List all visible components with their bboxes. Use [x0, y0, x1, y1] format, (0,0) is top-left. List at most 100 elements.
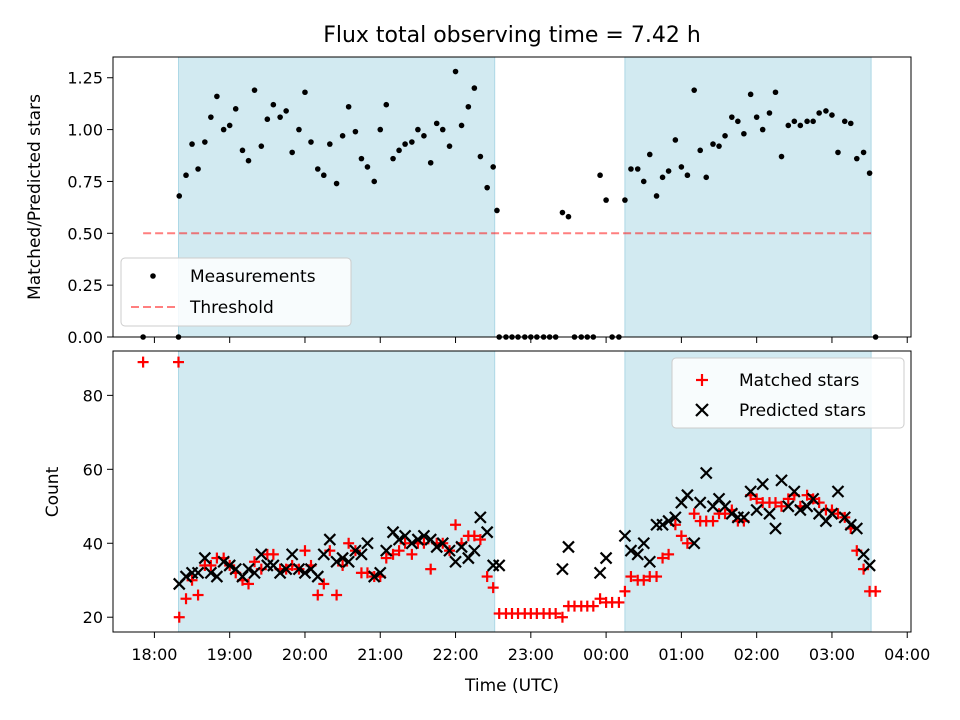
- bottom-legend-box: [671, 357, 905, 429]
- x-axis-label: Time (UTC): [464, 676, 559, 696]
- predicted-point: [179, 570, 193, 583]
- measurement-point: [797, 122, 804, 129]
- measurement-point: [377, 126, 384, 133]
- measurement-point: [264, 116, 271, 123]
- measurement-point: [183, 172, 189, 179]
- measurement-point: [766, 110, 773, 116]
- x-tick-label: 22:00: [432, 645, 478, 664]
- predicted-point: [831, 485, 845, 498]
- matched-point: [681, 537, 693, 549]
- measurement-point: [747, 91, 754, 98]
- predicted-point: [844, 518, 858, 532]
- measurement-point: [358, 155, 365, 162]
- measurement-point: [622, 197, 628, 203]
- predicted-point: [455, 540, 468, 554]
- matched-point: [782, 493, 794, 505]
- measurement-point: [195, 166, 201, 172]
- measurement-point: [753, 114, 760, 120]
- measurement-point: [214, 93, 220, 100]
- x-tick-label: 18:00: [131, 645, 177, 664]
- predicted-point: [255, 548, 268, 561]
- predicted-point: [279, 562, 293, 576]
- predicted-point: [311, 570, 325, 583]
- matched-point: [675, 530, 687, 542]
- measurement-point: [189, 141, 195, 147]
- measurement-point: [427, 159, 434, 166]
- top-legend-box: [120, 257, 352, 327]
- measurement-point: [402, 141, 408, 147]
- threshold-legend-label: Threshold: [189, 298, 274, 318]
- measurements-legend-marker: [150, 273, 156, 279]
- measurement-point: [847, 120, 854, 127]
- matched-point: [468, 530, 480, 542]
- predicted-point: [782, 500, 795, 513]
- x-tick-label: 02:00: [734, 645, 780, 664]
- predicted-point: [756, 477, 769, 491]
- measurement-point: [603, 197, 609, 203]
- matched-point: [776, 500, 788, 512]
- predicted-point: [744, 485, 757, 498]
- measurement-point: [270, 101, 277, 108]
- matched-point: [688, 508, 700, 520]
- measurement-point: [390, 155, 396, 162]
- measurement-point: [220, 126, 227, 133]
- top-plot-frame: [112, 56, 912, 338]
- predicted-stars-series: [172, 466, 876, 591]
- y-tick-label: 1.25: [67, 69, 103, 88]
- measurement-point: [778, 153, 785, 160]
- measurement-point: [458, 122, 465, 129]
- measurement-point: [665, 168, 672, 174]
- measurements-legend-label: Measurements: [190, 267, 316, 287]
- measurement-point: [251, 87, 258, 93]
- measurement-point: [722, 133, 728, 139]
- y-tick-label: 0.25: [67, 276, 103, 295]
- matched-point: [613, 596, 625, 608]
- predicted-point: [373, 566, 387, 580]
- y-tick-label: 40: [83, 534, 103, 553]
- matched-point: [870, 585, 882, 597]
- top-x-ticks: [153, 337, 908, 343]
- matched-point: [556, 611, 568, 623]
- matched-point: [707, 515, 719, 527]
- predicted-point: [480, 525, 494, 539]
- predicted-point: [788, 485, 801, 498]
- bottom-legend: Matched stars Predicted stars: [671, 357, 905, 429]
- matched-point: [299, 545, 311, 557]
- measurement-point: [239, 147, 246, 154]
- matched-point: [769, 497, 781, 509]
- matched-legend-label: Matched stars: [739, 371, 859, 391]
- measurement-point: [835, 149, 841, 156]
- measurement-point: [703, 174, 710, 181]
- measurement-point: [559, 209, 566, 216]
- measurement-point: [396, 147, 402, 154]
- measurement-point: [691, 87, 697, 93]
- predicted-point: [593, 566, 607, 580]
- predicted-point: [725, 507, 739, 520]
- matched-point: [312, 589, 324, 601]
- predicted-point: [342, 555, 355, 569]
- predicted-point: [204, 566, 218, 580]
- matched-point: [487, 582, 499, 594]
- y-tick-label: 80: [83, 386, 103, 405]
- measurement-point: [678, 164, 685, 170]
- predicted-point: [631, 548, 645, 561]
- measurement-point: [364, 164, 371, 170]
- measurement-point: [860, 149, 867, 156]
- predicted-point: [411, 533, 425, 546]
- measurement-point: [258, 143, 265, 149]
- top-y-axis: 0.00 0.25 0.50 0.75 1.00 1.25: [67, 69, 113, 347]
- measurement-point: [729, 114, 735, 120]
- count-panel: 20 40 60 80 18:00 19:00 20:00 21:00 22:00 23:00 0…: [43, 350, 930, 696]
- predicted-point: [599, 551, 613, 565]
- top-y-axis-label: Matched/Predicted stars: [25, 94, 45, 300]
- chart-title: Flux total observing time = 7.42 h: [323, 23, 701, 48]
- x-axis: 18:00 19:00 20:00 21:00 22:00 23:00 00:00 01:00…: [131, 632, 930, 664]
- measurement-point: [716, 143, 722, 149]
- matched-point: [651, 571, 663, 583]
- matched-point: [180, 593, 192, 605]
- predicted-point: [624, 544, 638, 557]
- predicted-legend-marker: [695, 403, 709, 417]
- measurement-point: [202, 139, 208, 145]
- matched-point: [406, 548, 418, 560]
